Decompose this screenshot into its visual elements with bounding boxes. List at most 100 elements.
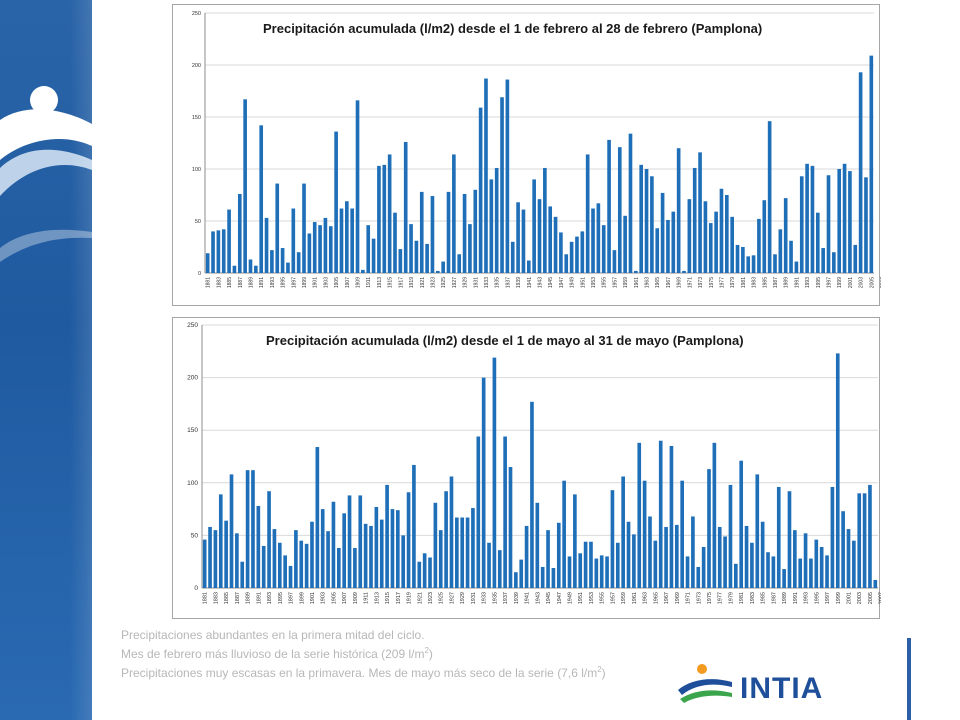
x-tick-label: 1893: [270, 277, 276, 288]
bar: [783, 198, 788, 273]
bar: [628, 133, 633, 273]
bar: [835, 353, 840, 588]
bar: [658, 440, 663, 588]
bar: [508, 467, 513, 588]
y-tick-label: 100: [192, 167, 201, 173]
bar: [248, 259, 253, 273]
bar: [551, 568, 556, 588]
logo-mark: INTIA: [678, 664, 822, 705]
x-tick-label: 1997: [825, 592, 831, 604]
x-tick-label: 2003: [857, 592, 863, 604]
x-tick-label: 1925: [439, 592, 445, 604]
bar: [869, 55, 874, 273]
bar: [342, 513, 346, 588]
bar: [798, 558, 803, 588]
bar: [825, 555, 829, 588]
february-precipitation-chart: Precipitación acumulada (l/m2) desde el …: [172, 4, 881, 306]
bar: [227, 209, 231, 273]
x-tick-label: 1989: [782, 592, 788, 604]
bar: [642, 480, 647, 588]
bar: [422, 553, 427, 588]
bar: [245, 470, 250, 588]
note-line-2: Mes de febrero más lluvioso de la serie …: [121, 646, 433, 661]
bar: [374, 506, 379, 588]
bar: [858, 72, 863, 273]
x-tick-label: 1979: [730, 277, 736, 288]
x-tick-label: 1979: [728, 592, 734, 604]
x-tick-label: 1927: [452, 277, 458, 288]
bar: [417, 561, 422, 588]
bar: [739, 460, 744, 588]
bar: [299, 540, 304, 588]
x-tick-label: 2007: [880, 277, 881, 288]
bar: [680, 480, 684, 588]
x-tick-label: 1989: [784, 277, 790, 288]
x-tick-label: 1881: [206, 277, 212, 288]
bar: [610, 490, 615, 588]
x-tick-label: 1967: [664, 592, 670, 604]
x-tick-label: 1943: [535, 592, 541, 604]
x-tick-label: 1939: [514, 592, 520, 604]
may-chart-svg: Precipitación acumulada (l/m2) desde el …: [187, 322, 881, 604]
bar: [755, 474, 760, 588]
x-tick-label: 1903: [321, 592, 327, 604]
x-tick-label: 1905: [331, 592, 337, 604]
bar: [730, 216, 734, 273]
x-tick-label: 1891: [256, 592, 262, 604]
x-tick-label: 1895: [278, 592, 284, 604]
x-tick-label: 1957: [612, 277, 618, 288]
x-tick-label: 1943: [538, 277, 544, 288]
bar: [476, 436, 481, 588]
x-tick-label: 1975: [709, 277, 715, 288]
bar: [735, 244, 740, 273]
x-tick-label: 1881: [203, 592, 209, 604]
bar: [323, 217, 328, 273]
bar: [430, 196, 435, 273]
x-tick-label: 1975: [707, 592, 713, 604]
bar: [419, 191, 424, 273]
bar: [310, 521, 314, 588]
bar: [728, 484, 733, 588]
x-tick-label: 1917: [396, 592, 402, 604]
bar: [575, 236, 579, 273]
x-tick-label: 1915: [385, 592, 391, 604]
swoosh-decoration: [0, 86, 92, 262]
bar: [345, 201, 349, 273]
bar: [826, 175, 831, 273]
bar: [734, 563, 738, 588]
x-tick-label: 1955: [602, 277, 608, 288]
x-tick-label: 1889: [246, 592, 252, 604]
bar: [644, 169, 649, 273]
bar: [259, 125, 264, 273]
bar: [632, 534, 636, 588]
x-tick-label: 1933: [484, 277, 490, 288]
y-tick-label: 250: [187, 322, 198, 329]
bar: [717, 526, 722, 588]
bar: [444, 491, 448, 588]
bar: [589, 541, 593, 588]
bar: [519, 559, 524, 588]
x-tick-label: 1951: [580, 277, 586, 288]
bar: [599, 555, 604, 588]
x-tick-label: 1949: [568, 592, 574, 604]
x-tick-label: 1961: [632, 592, 638, 604]
x-tick-label: 1983: [750, 592, 756, 604]
bar: [433, 502, 438, 588]
x-tick-label: 1969: [677, 277, 683, 288]
bar: [805, 163, 809, 273]
x-tick-label: 1981: [741, 277, 747, 288]
bar: [363, 523, 368, 588]
bar: [648, 516, 652, 588]
bar: [441, 261, 445, 273]
bar: [793, 530, 797, 588]
bar: [803, 533, 808, 588]
bar: [809, 558, 813, 588]
note-line-1: Precipitaciones abundantes en la primera…: [121, 628, 425, 642]
bar: [707, 469, 711, 588]
bar: [573, 494, 577, 588]
y-tick-label: 100: [187, 480, 198, 487]
bar: [607, 139, 611, 273]
bar: [221, 229, 226, 273]
bar: [782, 569, 786, 588]
bar: [205, 253, 210, 273]
